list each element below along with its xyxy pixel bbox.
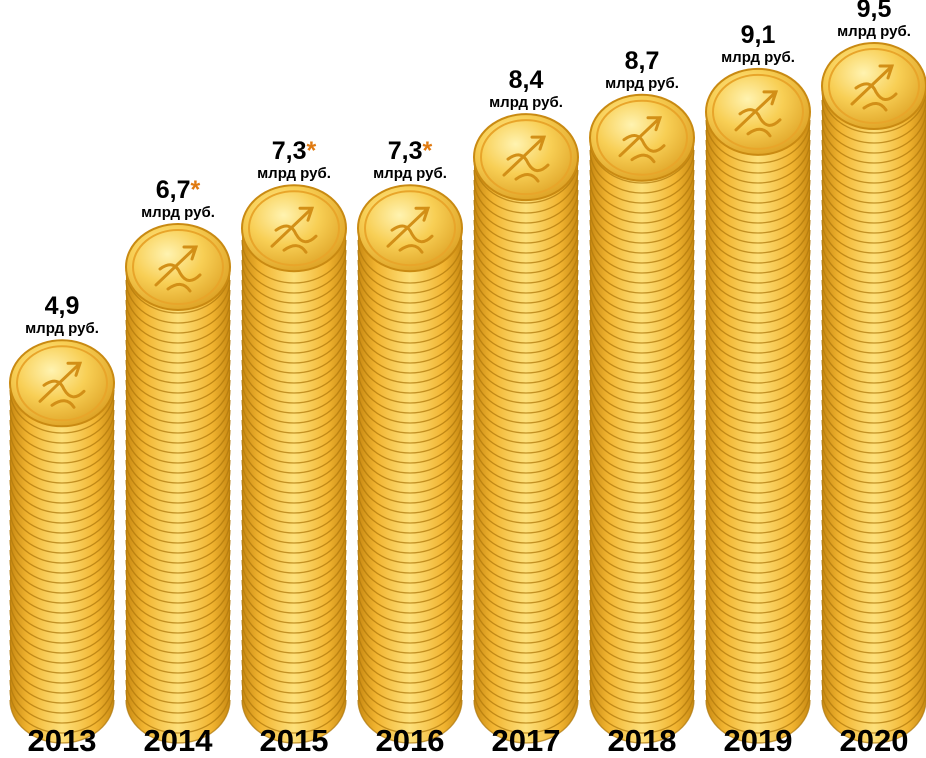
- value-text: 7,3*: [352, 137, 468, 165]
- value-text: 6,7*: [120, 176, 236, 204]
- coin-stack-2016: [357, 184, 463, 744]
- value-label-2014: 6,7* млрд руб.: [120, 176, 236, 222]
- year-label-2014: 2014: [143, 723, 213, 758]
- value-text: 8,4: [468, 66, 584, 94]
- value-label-2017: 8,4 млрд руб.: [468, 66, 584, 112]
- year-label-2015: 2015: [259, 723, 329, 758]
- unit-label: млрд руб.: [257, 165, 331, 183]
- coin-stack-2015: [241, 184, 347, 744]
- value-number: 8,7: [624, 46, 660, 75]
- unit-label: млрд руб.: [489, 94, 563, 112]
- coin-stack-2014: [125, 222, 231, 744]
- asterisk-mark: *: [190, 175, 201, 204]
- unit-label: млрд руб.: [141, 203, 215, 221]
- year-label-2017: 2017: [491, 723, 561, 758]
- value-label-2016: 7,3* млрд руб.: [352, 137, 468, 183]
- value-number: 7,3: [387, 137, 423, 166]
- value-text: 4,9: [4, 292, 120, 320]
- year-label-2018: 2018: [607, 723, 677, 758]
- value-text: 7,3*: [236, 137, 352, 165]
- unit-label: млрд руб.: [837, 23, 911, 40]
- value-number: 6,7: [155, 175, 191, 204]
- value-text: 9,1: [700, 21, 816, 49]
- value-number: 7,3: [271, 137, 307, 166]
- value-label-2013: 4,9 млрд руб.: [4, 292, 120, 338]
- unit-label: млрд руб.: [605, 74, 679, 92]
- value-label-2015: 7,3* млрд руб.: [236, 137, 352, 183]
- value-label-2018: 8,7 млрд руб.: [584, 47, 700, 93]
- year-label-2013: 2013: [27, 723, 97, 758]
- coin-stack-2019: [705, 67, 811, 744]
- value-text: 9,5: [816, 0, 926, 23]
- year-label-2016: 2016: [375, 723, 445, 758]
- value-number: 9,1: [740, 20, 776, 49]
- asterisk-mark: *: [422, 137, 433, 166]
- unit-label: млрд руб.: [373, 165, 447, 183]
- unit-label: млрд руб.: [25, 320, 99, 338]
- year-label-2020: 2020: [839, 723, 909, 758]
- coin-stack-2017: [473, 113, 579, 744]
- value-label-2020: 9,5 млрд руб.: [816, 0, 926, 41]
- coin-stack-2018: [589, 93, 695, 744]
- year-label-2019: 2019: [723, 723, 793, 758]
- coin-stack-2013: [9, 339, 115, 744]
- value-number: 4,9: [44, 292, 80, 321]
- value-number: 8,4: [508, 66, 544, 95]
- value-number: 9,5: [856, 0, 892, 23]
- coin-stack-2020: [821, 42, 926, 744]
- value-label-2019: 9,1 млрд руб.: [700, 21, 816, 67]
- value-text: 8,7: [584, 47, 700, 75]
- unit-label: млрд руб.: [721, 48, 795, 66]
- asterisk-mark: *: [306, 137, 317, 166]
